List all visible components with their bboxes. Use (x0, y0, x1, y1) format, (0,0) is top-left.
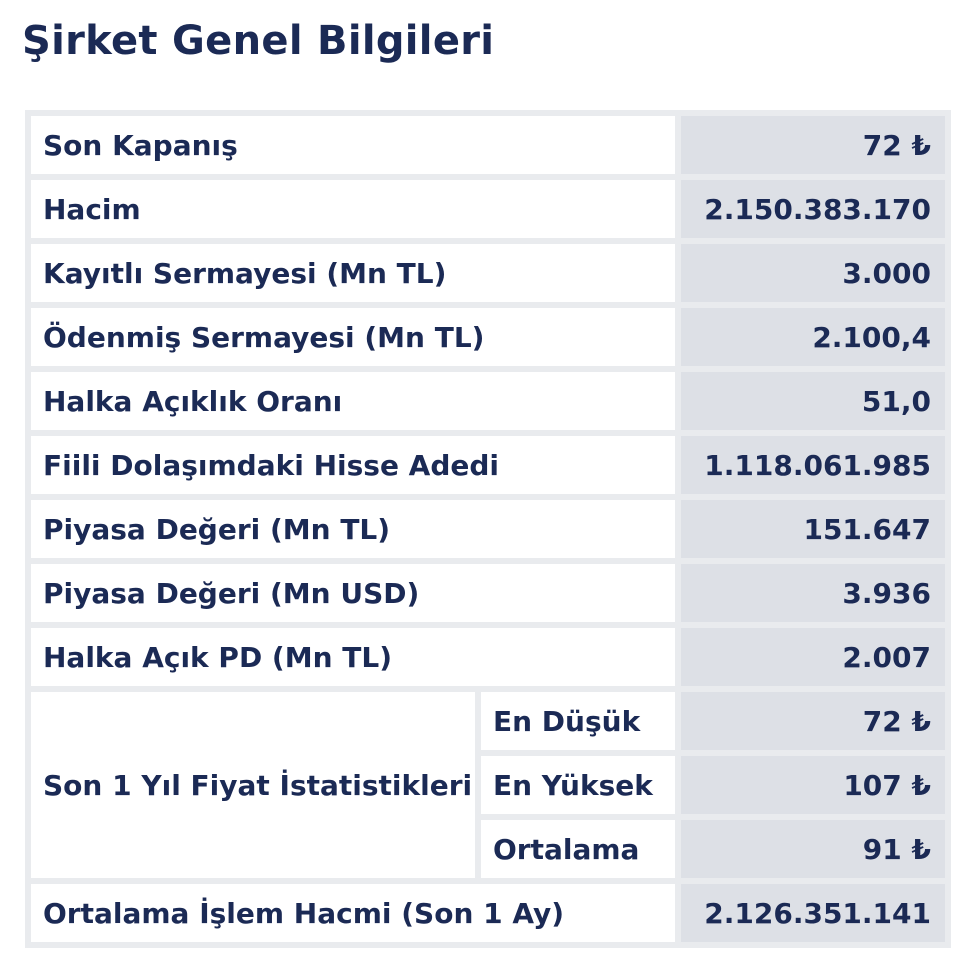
row-label: Piyasa Değeri (Mn USD) (25, 558, 681, 628)
price-stat-label: En Düşük (475, 686, 681, 756)
table-row: En Yüksek 107 ₺ (28, 750, 951, 820)
row-value: 72 ₺ (675, 110, 951, 180)
price-stat-value: 107 ₺ (675, 750, 951, 820)
row-value: 151.647 (675, 494, 951, 564)
row-label: Halka Açık PD (Mn TL) (25, 622, 681, 692)
table-row: Kayıtlı Sermayesi (Mn TL) 3.000 (25, 238, 951, 308)
row-label: Halka Açıklık Oranı (25, 366, 681, 436)
row-value: 1.118.061.985 (675, 430, 951, 500)
row-value: 2.126.351.141 (675, 878, 951, 948)
price-stat-value: 72 ₺ (675, 686, 951, 756)
table-row: Hacim 2.150.383.170 (25, 174, 951, 244)
row-value: 3.936 (675, 558, 951, 628)
row-label: Fiili Dolaşımdaki Hisse Adedi (25, 430, 681, 500)
table-row: Fiili Dolaşımdaki Hisse Adedi 1.118.061.… (25, 430, 951, 500)
row-label: Ödenmiş Sermayesi (Mn TL) (25, 302, 681, 372)
table-row: Ödenmiş Sermayesi (Mn TL) 2.100,4 (25, 302, 951, 372)
price-stats-label: Son 1 Yıl Fiyat İstatistikleri (25, 686, 481, 884)
table-row: Ortalama 91 ₺ (28, 814, 951, 884)
table-row: Halka Açıklık Oranı 51,0 (25, 366, 951, 436)
row-label: Piyasa Değeri (Mn TL) (25, 494, 681, 564)
price-stat-label: Ortalama (475, 814, 681, 884)
price-stat-value: 91 ₺ (675, 814, 951, 884)
row-value: 51,0 (675, 366, 951, 436)
table-row: Son Kapanış 72 ₺ (25, 110, 951, 180)
row-label: Son Kapanış (25, 110, 681, 180)
table-row: Piyasa Değeri (Mn USD) 3.936 (25, 558, 951, 628)
table-row: Son 1 Yıl Fiyat İstatistikleri En Düşük … (25, 686, 951, 884)
row-label: Ortalama İşlem Hacmi (Son 1 Ay) (25, 878, 681, 948)
table-row: Halka Açık PD (Mn TL) 2.007 (25, 622, 951, 692)
price-stat-label: En Yüksek (475, 750, 681, 820)
page-title: Şirket Genel Bilgileri (22, 18, 495, 64)
company-info-table: Son Kapanış 72 ₺ Hacim 2.150.383.170 Kay… (25, 110, 951, 948)
row-value: 2.007 (675, 622, 951, 692)
row-label: Hacim (25, 174, 681, 244)
row-label: Kayıtlı Sermayesi (Mn TL) (25, 238, 681, 308)
row-value: 2.150.383.170 (675, 174, 951, 244)
table-row: Ortalama İşlem Hacmi (Son 1 Ay) 2.126.35… (25, 878, 951, 948)
row-value: 2.100,4 (675, 302, 951, 372)
row-value: 3.000 (675, 238, 951, 308)
table-row: Piyasa Değeri (Mn TL) 151.647 (25, 494, 951, 564)
